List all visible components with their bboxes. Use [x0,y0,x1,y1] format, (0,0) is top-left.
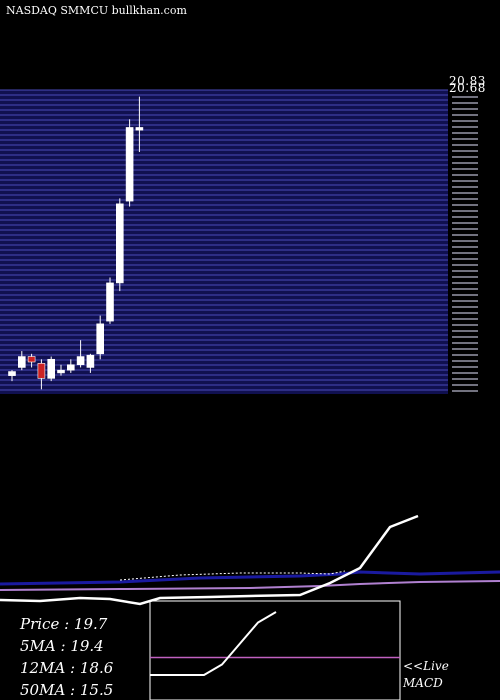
candle-body [106,282,114,322]
price-tick-mark [452,390,478,392]
chart-title: NASDAQ SMMCU bullkhan.com [6,4,187,17]
price-tick-mark [452,222,478,224]
stat-12ma: 12MA : 18.6 [20,659,114,677]
price-tick-mark [452,270,478,272]
price-tick-mark [452,366,478,368]
moving-average-lines [0,514,500,606]
candle-body [125,127,134,202]
candle-body [8,371,16,376]
price-tick-mark [452,180,478,182]
price-tick-mark [452,330,478,332]
price-tick-mark [452,216,478,218]
price-label-second: 20.68 [449,81,486,95]
price-tick-mark [452,342,478,344]
band-background [0,90,448,394]
stat-price: Price : 19.7 [20,615,108,633]
candle-body [37,363,46,379]
price-tick-mark [452,186,478,188]
candle-body [96,323,104,355]
price-tick-mark [452,102,478,104]
price-tick-mark [452,312,478,314]
stat-50ma: 50MA : 15.5 [20,681,114,699]
price-tick-mark [452,336,478,338]
live-label: <<Live [403,659,449,673]
price-tick-mark [452,348,478,350]
price-tick-mark [452,174,478,176]
candles [8,96,144,390]
price-tick-mark [452,198,478,200]
candle-body [116,203,124,284]
price-tick-mark [452,372,478,374]
price-tick-mark [452,360,478,362]
price-label-top: 20.83 [449,74,486,88]
macd-frame [149,600,401,700]
candle-body [86,354,95,368]
price-tick-mark [452,306,478,308]
price-tick-mark [452,240,478,242]
price-tick-mark [452,120,478,122]
price-tick-mark [452,96,478,98]
price-tick-mark [452,354,478,356]
stat-5ma: 5MA : 19.4 [20,637,104,655]
price-tick-mark [452,318,478,320]
price-tick-mark [452,252,478,254]
candle-body [17,356,26,368]
price-tick-mark [452,246,478,248]
macd-label: MACD [403,676,443,690]
price-tick-mark [452,228,478,230]
price-tick-mark [452,264,478,266]
price-tick-mark [452,162,478,164]
price-tick-mark [452,282,478,284]
price-tick-mark [452,126,478,128]
ma-blue-line [0,570,500,586]
price-tick-mark [452,384,478,386]
price-tick-mark [452,168,478,170]
candle-body [27,356,36,363]
ma-white-line [0,514,419,606]
price-tick-mark [452,114,478,116]
price-band [0,89,478,394]
price-tick-mark [452,144,478,146]
candle-body [76,356,85,366]
ma-dotted-line [119,570,346,581]
macd-panel [149,600,401,700]
price-tick-mark [452,132,478,134]
candle-body [57,369,65,374]
price-tick-mark [452,156,478,158]
candle-body [47,358,56,379]
price-tick-mark [452,150,478,152]
price-tick-mark [452,234,478,236]
price-tick-mark [452,192,478,194]
price-tick-mark [452,324,478,326]
price-tick-mark [452,204,478,206]
price-tick-mark [452,138,478,140]
candle-body [67,364,75,371]
price-tick-mark [452,294,478,296]
candle-body [135,127,144,131]
macd-line [150,611,277,676]
price-tick-mark [452,300,478,302]
price-tick-mark [452,108,478,110]
price-tick-mark [452,258,478,260]
price-tick-mark [452,378,478,380]
price-tick-mark [452,288,478,290]
price-tick-mark [452,276,478,278]
price-tick-mark [452,210,478,212]
macd-legend: <<Live MACD [403,658,449,692]
